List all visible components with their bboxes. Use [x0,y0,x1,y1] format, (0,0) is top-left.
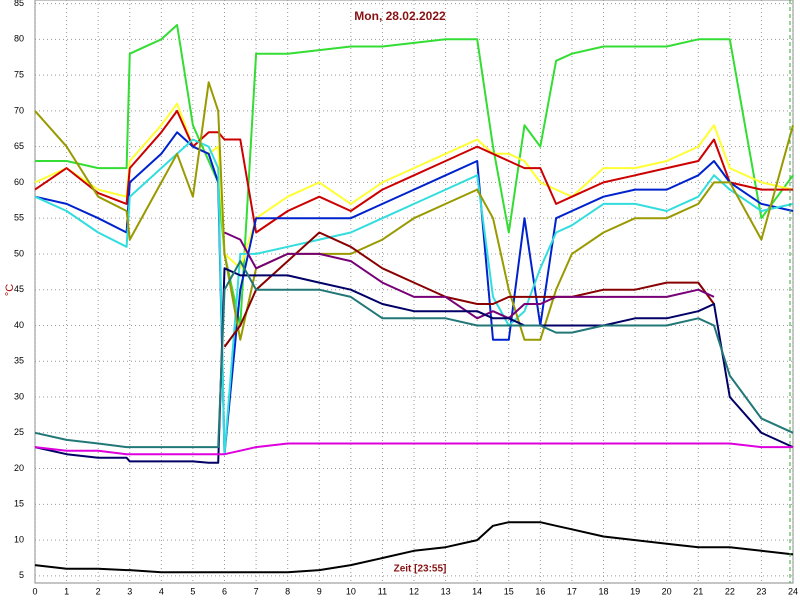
y-axis-label: °C [4,284,16,296]
x-tick-label: 17 [567,586,577,596]
x-tick-label: 3 [127,586,132,596]
series-line [34,81,794,341]
y-tick-label: 85 [14,0,24,8]
y-tick-label: 55 [14,213,24,223]
y-tick-label: 75 [14,69,24,79]
x-tick-label: 14 [472,586,482,596]
series-line [34,109,793,234]
x-tick-label: 0 [32,586,37,596]
y-tick-label: 10 [14,534,24,544]
y-tick-label: 30 [14,391,24,401]
x-tick-label: 22 [725,586,735,596]
x-tick-label: 24 [788,586,798,596]
series-line [34,138,794,456]
x-tick-label: 20 [662,586,672,596]
x-tick-label: 4 [159,586,164,596]
y-tick-label: 5 [19,570,24,580]
series-line [34,521,794,574]
series-line [34,102,794,270]
y-tick-label: 80 [14,34,24,44]
y-tick-label: 20 [14,463,24,473]
y-tick-label: 65 [14,141,24,151]
x-tick-label: 13 [441,586,451,596]
series-line [34,260,794,449]
y-tick-label: 45 [14,284,24,294]
x-tick-label: 15 [504,586,514,596]
x-tick-label: 19 [630,586,640,596]
y-tick-label: 70 [14,105,24,115]
x-tick-label: 5 [190,586,195,596]
series-line [224,231,715,320]
series-line [35,24,794,327]
y-tick-label: 60 [14,177,24,187]
x-tick-label: 10 [346,586,356,596]
x-tick-label: 23 [756,586,766,596]
chart-title: Mon, 28.02.2022 [354,9,446,23]
x-tick-label: 8 [285,586,290,596]
y-tick-label: 40 [14,320,24,330]
x-tick-label: 2 [96,586,101,596]
x-tick-label: 1 [64,586,69,596]
x-tick-label: 7 [254,586,259,596]
x-tick-label: 16 [535,586,545,596]
series-line [34,267,794,464]
y-tick-label: 35 [14,356,24,366]
x-tick-label: 6 [222,586,227,596]
x-tick-label: 12 [409,586,419,596]
series-line [34,442,793,456]
series-line [223,231,715,348]
x-tick-label: 21 [693,586,703,596]
y-tick-label: 25 [14,427,24,437]
lines [34,24,794,574]
x-tick-label: 18 [598,586,608,596]
x-tick-label: 9 [317,586,322,596]
annotation: Zeit [23:55] [394,564,447,575]
x-tick-label: 11 [378,586,387,596]
plot-frame [34,0,794,584]
y-tick-label: 50 [14,248,24,258]
series-line [34,131,794,456]
y-tick-label: 15 [14,499,24,509]
